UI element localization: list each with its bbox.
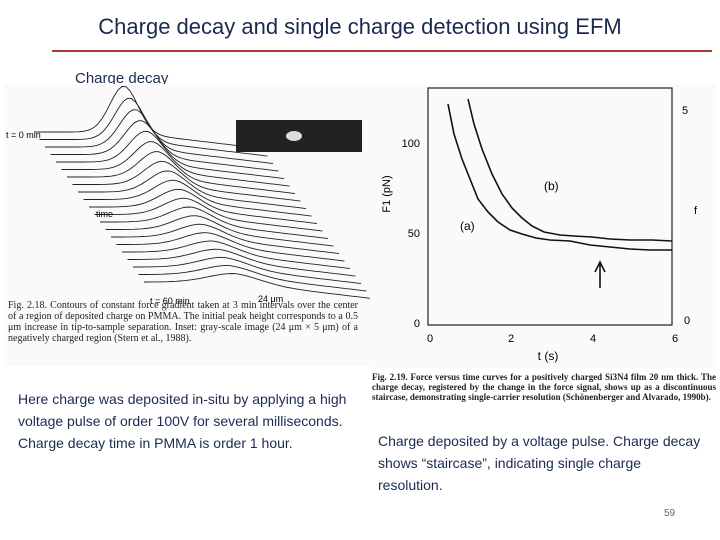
trace xyxy=(105,215,334,247)
curve-label: (a) xyxy=(460,219,475,233)
right-tick-label: 5 xyxy=(682,105,688,117)
trace xyxy=(111,223,340,255)
figure-label: t = 60 min xyxy=(150,296,190,306)
figure-label: 24 μm xyxy=(258,294,283,304)
trace xyxy=(83,179,312,217)
right-axis-label: f xyxy=(694,205,698,217)
right-figure: F1 (pN) t (s) 100 50 0 0 2 4 6 5 0 f (a)… xyxy=(370,84,716,368)
page-number: 59 xyxy=(664,508,676,519)
trace xyxy=(72,160,301,202)
trace xyxy=(122,240,351,270)
y-tick-label: 100 xyxy=(402,138,420,150)
right-caption: Fig. 2.19. Force versus time curves for … xyxy=(372,372,716,402)
figure-label: time xyxy=(96,209,113,219)
y-tick-label: 50 xyxy=(408,228,420,240)
x-tick-label: 6 xyxy=(672,333,678,345)
x-tick-label: 4 xyxy=(590,333,596,345)
x-axis-label: t (s) xyxy=(538,349,559,363)
trace xyxy=(100,206,329,240)
waterfall xyxy=(34,86,370,299)
x-tick-label: 2 xyxy=(508,333,514,345)
inset-spot xyxy=(286,131,302,141)
y-tick-label: 0 xyxy=(414,318,420,330)
trace xyxy=(116,232,345,262)
subtitle: Charge decay xyxy=(75,70,169,87)
trace xyxy=(94,197,323,232)
trace xyxy=(127,248,356,277)
trace xyxy=(89,188,318,225)
title: Charge decay and single charge detection… xyxy=(98,14,622,39)
trace xyxy=(34,86,263,150)
figure-label: t = 0 min xyxy=(6,130,41,140)
left-figure: t = 0 min time t = 60 min 24 μm xyxy=(4,84,370,366)
left-caption: Fig. 2.18. Contours of constant force gr… xyxy=(8,300,358,344)
arrow xyxy=(594,260,606,288)
trace xyxy=(138,264,367,292)
plot-frame xyxy=(427,87,673,326)
y-axis-label: F1 (pN) xyxy=(381,175,393,212)
trace xyxy=(56,130,285,180)
left-text: Here charge was deposited in-situ by app… xyxy=(18,391,347,451)
trace xyxy=(61,141,290,187)
right-tick-label: 0 xyxy=(684,315,690,327)
trace xyxy=(78,170,307,210)
trace xyxy=(50,120,279,172)
trace xyxy=(133,256,362,285)
title-rule xyxy=(52,50,712,52)
curve-label: (b) xyxy=(544,179,559,193)
trace xyxy=(67,151,296,195)
right-text: Charge deposited by a voltage pulse. Cha… xyxy=(378,433,701,493)
trace xyxy=(144,273,370,299)
curve-b xyxy=(467,98,673,242)
curve-a xyxy=(447,103,672,251)
x-tick-label: 0 xyxy=(427,333,433,345)
